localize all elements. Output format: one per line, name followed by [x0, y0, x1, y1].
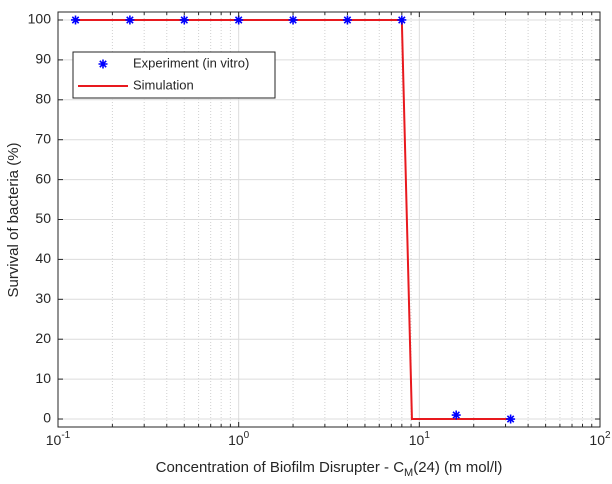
legend-label: Simulation	[133, 77, 194, 92]
x-label-text: Concentration of Biofilm Disrupter - C	[156, 459, 405, 476]
x-tick-label: 10-1	[46, 430, 71, 448]
y-tick-label: 20	[35, 330, 51, 346]
y-tick-label: 70	[35, 130, 51, 146]
legend-box	[72, 51, 276, 99]
y-tick-label: 30	[35, 290, 51, 306]
y-tick-label: 0	[43, 410, 51, 426]
data-point	[506, 414, 516, 424]
y-tick-label: 100	[28, 11, 52, 27]
y-tick-label: 50	[35, 210, 51, 226]
x-tick-exponent: 1	[424, 430, 430, 441]
x-tick-exponent: 0	[244, 430, 250, 441]
x-axis-label: Concentration of Biofilm Disrupter - CM(…	[156, 459, 503, 479]
data-point	[98, 59, 108, 69]
data-point	[288, 15, 298, 25]
legend-marker	[98, 59, 108, 69]
x-label-suffix: (24) (m mol/l)	[413, 459, 502, 476]
x-tick-base: 10	[228, 432, 244, 448]
data-point	[451, 410, 461, 420]
y-tick-label: 10	[35, 370, 51, 386]
x-tick-exponent: 2	[605, 430, 611, 441]
data-point	[179, 15, 189, 25]
y-axis-label: Survival of bacteria (%)	[5, 142, 22, 297]
x-label-subscript: M	[404, 467, 413, 479]
x-tick-base: 10	[589, 432, 605, 448]
x-tick-label: 102	[589, 430, 611, 448]
data-point	[125, 15, 135, 25]
legend-label: Experiment (in vitro)	[133, 55, 249, 70]
y-tick-label: 40	[35, 250, 51, 266]
data-point	[71, 15, 81, 25]
x-tick-base: 10	[409, 432, 425, 448]
y-tick-label: 60	[35, 170, 51, 186]
data-point	[234, 15, 244, 25]
x-tick-base: 10	[46, 432, 62, 448]
x-tick-label: 100	[228, 430, 250, 448]
y-tick-label: 90	[35, 51, 51, 67]
data-point	[397, 15, 407, 25]
x-tick-exponent: -1	[61, 430, 70, 441]
data-point	[342, 15, 352, 25]
x-tick-label: 101	[409, 430, 431, 448]
y-tick-label: 80	[35, 90, 51, 106]
